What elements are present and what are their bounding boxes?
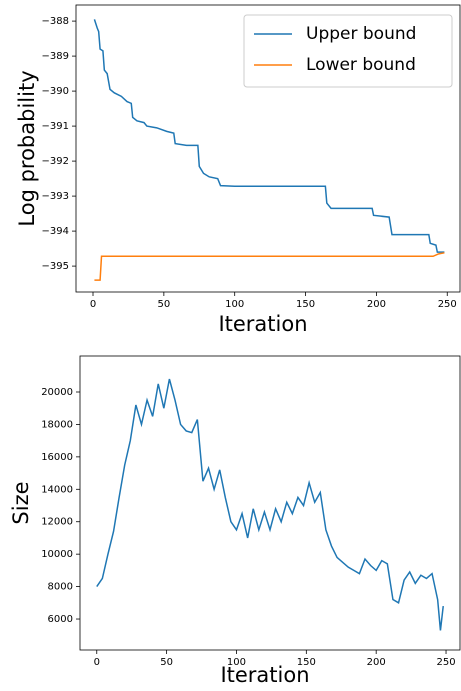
x-tick-label: 0	[90, 299, 96, 310]
x-tick-label: 250	[438, 299, 457, 310]
x-tick-label: 100	[227, 657, 246, 668]
y-tick-label: −395	[42, 261, 69, 272]
data-line	[96, 378, 444, 631]
x-tick-label: 250	[436, 657, 455, 668]
x-tick-label: 150	[297, 657, 316, 668]
plot-frame	[75, 4, 461, 293]
y-tick-label: 20000	[41, 387, 73, 398]
y-tick-label: 8000	[48, 582, 73, 593]
x-axis-title: Iteration	[218, 312, 307, 336]
x-tick-label: 150	[296, 299, 315, 310]
legend-label: Lower bound	[306, 55, 416, 75]
legend-box	[243, 14, 453, 88]
y-tick-label: −393	[42, 191, 69, 202]
x-tick-label: 100	[225, 299, 244, 310]
x-tick-label: 200	[367, 657, 386, 668]
y-tick-label: −390	[42, 86, 69, 97]
y-tick-label: −388	[42, 16, 69, 27]
y-axis-title: Log probability	[15, 70, 39, 226]
y-tick-label: 14000	[41, 484, 73, 495]
x-tick-label: 0	[94, 657, 100, 668]
plot-frame	[79, 355, 461, 651]
y-axis-title: Size	[9, 481, 33, 524]
x-axis-title: Iteration	[220, 663, 309, 687]
y-tick-label: 12000	[41, 517, 73, 528]
x-tick-label: 50	[157, 299, 170, 310]
x-tick-label: 200	[367, 299, 386, 310]
legend-label: Upper bound	[306, 24, 416, 44]
y-tick-label: 10000	[41, 549, 73, 560]
data-line	[93, 19, 445, 253]
data-line	[94, 252, 445, 281]
y-tick-label: −389	[42, 51, 69, 62]
x-tick-label: 50	[160, 657, 173, 668]
y-tick-label: −392	[42, 156, 69, 167]
y-tick-label: 18000	[41, 419, 73, 430]
y-tick-label: 16000	[41, 452, 73, 463]
y-tick-label: 6000	[48, 614, 73, 625]
y-tick-label: −394	[42, 226, 69, 237]
y-tick-label: −391	[42, 121, 69, 132]
